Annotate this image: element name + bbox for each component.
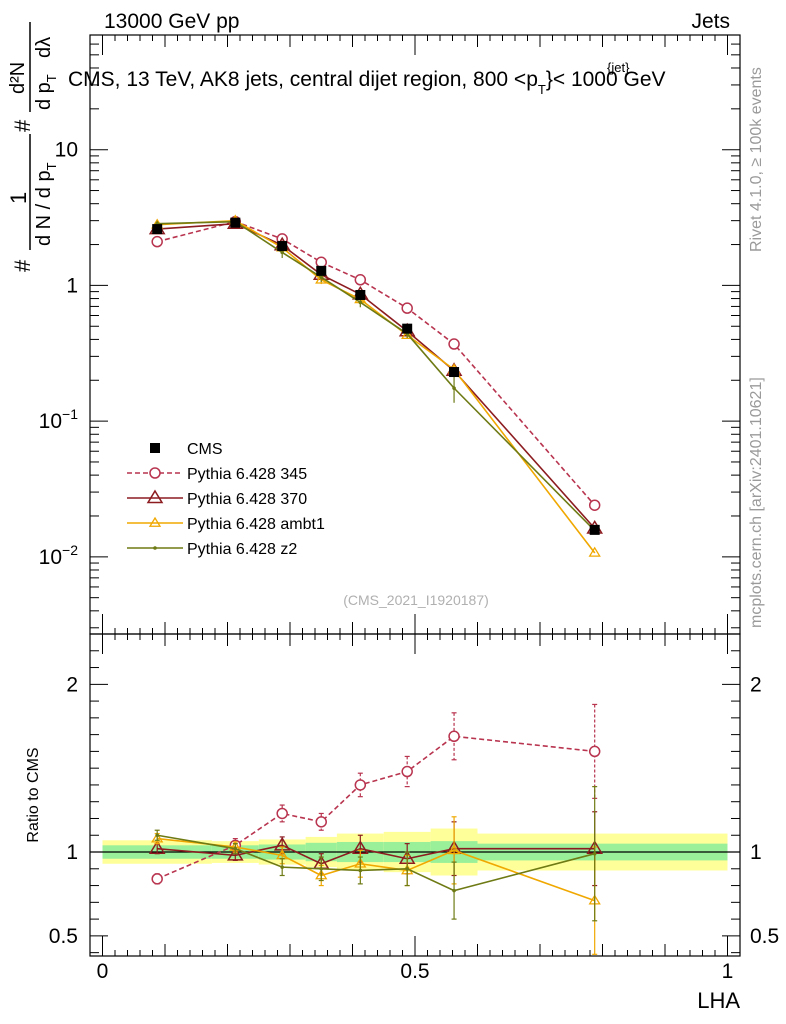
series-3-main-point <box>452 386 456 390</box>
ratio-y-axis-label: Ratio to CMS <box>25 747 42 842</box>
ylabel-hash2: # <box>10 119 35 132</box>
series-0-ratio-point <box>315 816 327 828</box>
ylabel-dn-dpt: d N / d pT <box>33 162 59 246</box>
series-3-ratio-point <box>319 866 324 871</box>
main-y-tick-label: 1 <box>66 274 78 297</box>
cms-data-point <box>402 323 413 334</box>
main-series <box>148 214 604 557</box>
series-3-ratio-point <box>155 833 159 838</box>
series-0-main-point <box>448 338 460 350</box>
main-y-tick-label: 10−2 <box>39 542 79 569</box>
ratio-y-tick-label-right: 2 <box>750 673 762 696</box>
legend-label: CMS <box>187 441 223 458</box>
series-0-main-point <box>315 256 327 269</box>
main-y-tick-label: 10 <box>55 139 78 162</box>
axis-ticks: 10−2 10−1 1 10 0.5 0.5 1 1 2 2 0 0.5 1 <box>39 34 779 983</box>
ylabel-dpt: d pT <box>33 74 59 110</box>
ylabel-dlambda: dλ <box>33 37 55 58</box>
series-3-ratio-line <box>157 834 595 892</box>
series-3-main-point <box>280 250 284 255</box>
cms-data-point <box>152 224 163 235</box>
x-tick-label: 1 <box>722 960 734 983</box>
series-3-ratio-point <box>592 851 597 856</box>
cms-data-point <box>230 217 241 228</box>
y-axis-label: # 1 d N / d pT # d²N d pT dλ <box>6 22 59 272</box>
series-3-main-point <box>319 275 324 279</box>
ratio-panel-frame <box>89 633 741 957</box>
legend-marker <box>146 489 164 504</box>
series-3-main-line <box>157 220 596 532</box>
cms-data-point <box>316 265 327 276</box>
series-0-main-point <box>151 235 163 248</box>
analysis-reference: (CMS_2021_I1920187) <box>343 592 489 608</box>
plot-title-sub: T <box>538 82 546 97</box>
series-0-ratio-point <box>588 745 601 758</box>
plot-title-sup: {jet} <box>607 60 630 75</box>
legend-marker <box>148 516 162 527</box>
cms-data-point <box>277 241 288 252</box>
ylabel-hash: # <box>10 259 35 272</box>
legend-marker <box>153 546 157 550</box>
series-1-ratio-point <box>226 846 244 861</box>
series-0-ratio-point <box>276 807 288 820</box>
series-2-main-point <box>401 328 414 340</box>
plot-title-main: CMS, 13 TeV, AK8 jets, central dijet reg… <box>68 68 538 91</box>
x-tick-label: 0 <box>97 960 109 983</box>
series-3-ratio-point <box>280 865 284 869</box>
ratio-y-tick-label-left: 0.5 <box>49 925 78 948</box>
series-0-ratio-point <box>151 873 163 885</box>
header-category-label: Jets <box>691 10 730 33</box>
ratio-y-tick-label-left: 2 <box>66 673 78 696</box>
legend: CMS Pythia 6.428 345 Pythia 6.428 370 Pythi… <box>127 441 325 558</box>
rivet-version-label: Rivet 4.1.0, ≥ 100k events <box>748 67 765 252</box>
ylabel-d2n: d²N <box>7 62 29 94</box>
legend-marker <box>149 467 161 479</box>
cms-data-point <box>589 524 600 535</box>
x-tick-label: 0.5 <box>400 960 429 983</box>
cms-data-point <box>355 289 366 300</box>
series-0-ratio-line <box>156 735 595 880</box>
cms-data-point <box>449 367 460 378</box>
series-0-ratio-point <box>354 779 367 791</box>
plot-title-tail: }< 1000 GeV <box>546 68 666 91</box>
ratio-y-tick-label-left: 1 <box>66 841 78 864</box>
series-0-main-point <box>401 302 413 314</box>
series-3-ratio-point <box>405 866 409 871</box>
series-0-main-point <box>354 274 367 286</box>
legend-label: Pythia 6.428 345 <box>187 466 307 483</box>
series-3-ratio-point <box>452 888 456 893</box>
legend-marker <box>150 443 160 453</box>
plot-title: CMS, 13 TeV, AK8 jets, central dijet reg… <box>68 68 666 97</box>
ratio-series <box>148 703 604 955</box>
series-2-ratio-point <box>447 844 461 855</box>
series-2-ratio-point <box>151 832 164 843</box>
mcplots-label: mcplots.cern.ch [arXiv:2401.10621] <box>748 377 765 628</box>
series-1-ratio-point <box>148 840 166 854</box>
ratio-y-tick-label-right: 1 <box>750 841 762 864</box>
series-3-main-point <box>358 300 363 305</box>
series-0-main-line <box>156 220 596 506</box>
x-axis-label: LHA <box>697 988 740 1013</box>
series-2-main-point <box>588 546 601 557</box>
series-0-ratio-point <box>448 730 460 743</box>
series-3-ratio-point <box>233 846 238 851</box>
ylabel-one: 1 <box>6 192 31 204</box>
series-3-ratio-point <box>358 868 363 873</box>
legend-label: Pythia 6.428 370 <box>187 491 307 508</box>
series-1-ratio-line <box>157 844 595 865</box>
ratio-y-tick-label-right: 0.5 <box>750 925 779 948</box>
series-0-ratio-point <box>401 765 413 778</box>
main-y-tick-label: 10−1 <box>39 406 79 433</box>
legend-label: Pythia 6.428 ambt1 <box>187 516 325 533</box>
header-energy-label: 13000 GeV pp <box>104 10 239 33</box>
legend-label: Pythia 6.428 z2 <box>187 541 297 558</box>
series-0-main-point <box>588 499 601 511</box>
